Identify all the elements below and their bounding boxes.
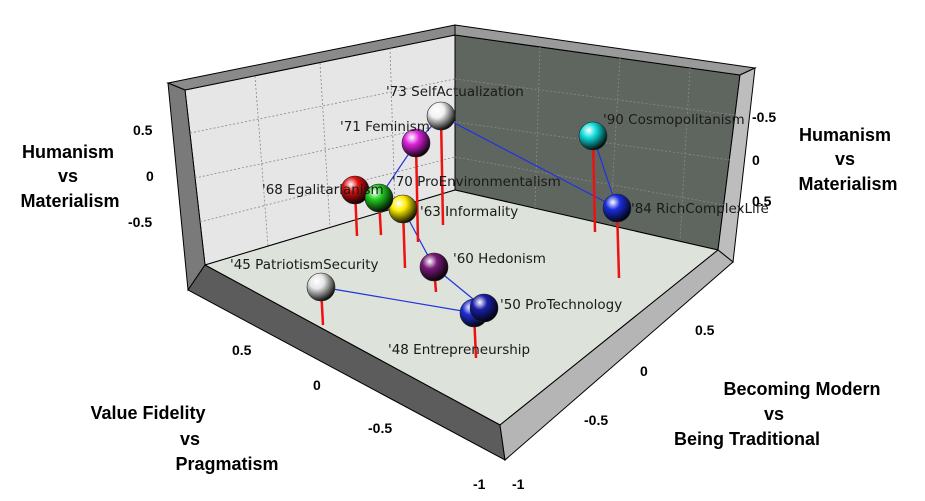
axis-title-depth-right: Becoming Modern vs Being Traditional — [674, 379, 881, 449]
axis-title-depth-left-line3: Pragmatism — [175, 454, 278, 474]
axis-title-depth-right-line2: vs — [764, 404, 784, 424]
point-labels: '45 PatriotismSecurity '48 Entrepreneursh… — [230, 84, 769, 358]
axis-title-right-line1: Humanism — [799, 125, 891, 145]
gridline-5 — [389, 47, 396, 209]
gridlines — [189, 46, 736, 247]
point-label-0: '45 PatriotismSecurity — [230, 257, 379, 273]
point-label-7: '71 Feminism — [340, 119, 430, 135]
point-label-1: '48 Entrepreneurship — [388, 342, 530, 358]
tick-right-v-2: 0.5 — [752, 193, 772, 209]
data-point-9 — [602, 193, 632, 223]
axis-title-right-line2: vs — [835, 149, 855, 169]
data-points — [306, 101, 632, 328]
axis-title-left-line2: vs — [58, 166, 78, 186]
gridline-4 — [319, 62, 331, 228]
data-point-8 — [426, 101, 456, 131]
tick-right-v-0: -0.5 — [752, 109, 776, 125]
point-label-2: '50 ProTechnology — [500, 297, 622, 313]
gridline-11 — [679, 67, 691, 241]
point-label-8: '73 SelfActualization — [386, 84, 524, 100]
tick-left-v-0: 0.5 — [133, 122, 153, 138]
gridline-3 — [254, 75, 269, 247]
tick-depth-left-1: 0 — [313, 377, 321, 393]
point-label-3: '60 Hedonism — [453, 251, 546, 267]
data-point-0 — [306, 272, 336, 302]
tick-depth-left-2: -0.5 — [368, 420, 392, 436]
data-point-4 — [388, 194, 418, 224]
floor-front-right — [499, 249, 734, 461]
axis-title-vertical-right: Humanism vs Materialism — [798, 125, 897, 194]
axis-title-left-line3: Materialism — [20, 191, 119, 211]
data-point-2 — [469, 293, 499, 323]
connection-line-8 — [440, 115, 618, 209]
point-label-6: '70 ProEnvironmentalism — [392, 174, 561, 190]
tick-depth-right-2: -0.5 — [584, 412, 608, 428]
ticks-depth-right: 0.5 0 -0.5 -1 — [512, 322, 715, 492]
ticks-left-vertical: 0.5 0 -0.5 — [128, 122, 154, 230]
point-label-5: '68 Egalitarianism — [262, 182, 384, 198]
tick-depth-right-0: 0.5 — [695, 322, 715, 338]
point-label-10: '90 Cosmopolitanism — [603, 112, 745, 128]
drop-stem-10 — [591, 135, 597, 233]
data-point-3 — [419, 252, 449, 282]
drop-stem-8 — [439, 115, 445, 226]
tick-depth-right-3: -1 — [512, 476, 525, 492]
point-label-9: '84 RichComplexLife — [631, 201, 769, 217]
point-label-4: '63 Informality — [420, 204, 518, 220]
axis-title-depth-left: Value Fidelity vs Pragmatism — [90, 403, 278, 474]
connection-line-0 — [320, 286, 475, 314]
data-point-10 — [578, 121, 608, 151]
gridline-0 — [189, 78, 456, 134]
tick-depth-left-3: -1 — [473, 476, 486, 492]
ticks-right-vertical: -0.5 0 0.5 — [752, 109, 776, 209]
axis-title-right-line3: Materialism — [798, 174, 897, 194]
axis-title-depth-right-line3: Being Traditional — [674, 429, 820, 449]
data-point-7 — [401, 128, 431, 158]
axis-title-vertical-left: Humanism vs Materialism — [20, 142, 119, 211]
axis-title-depth-left-line1: Value Fidelity — [90, 403, 205, 423]
data-point-6 — [364, 183, 394, 213]
axis-title-depth-left-line2: vs — [180, 429, 200, 449]
axis-title-depth-right-line1: Becoming Modern — [723, 379, 880, 399]
tick-right-v-1: 0 — [752, 152, 760, 168]
tick-depth-left-0: 0.5 — [232, 342, 252, 358]
gridline-9 — [534, 46, 541, 209]
drop-stem-7 — [414, 142, 420, 243]
tick-left-v-1: 0 — [146, 168, 154, 184]
gridline-8 — [454, 156, 726, 206]
tick-depth-right-1: 0 — [640, 363, 648, 379]
ticks-depth-left: 0.5 0 -0.5 -1 — [232, 342, 486, 492]
gridline-6 — [454, 78, 736, 116]
axis-title-left-line1: Humanism — [22, 142, 114, 162]
tick-left-v-2: -0.5 — [128, 214, 152, 230]
